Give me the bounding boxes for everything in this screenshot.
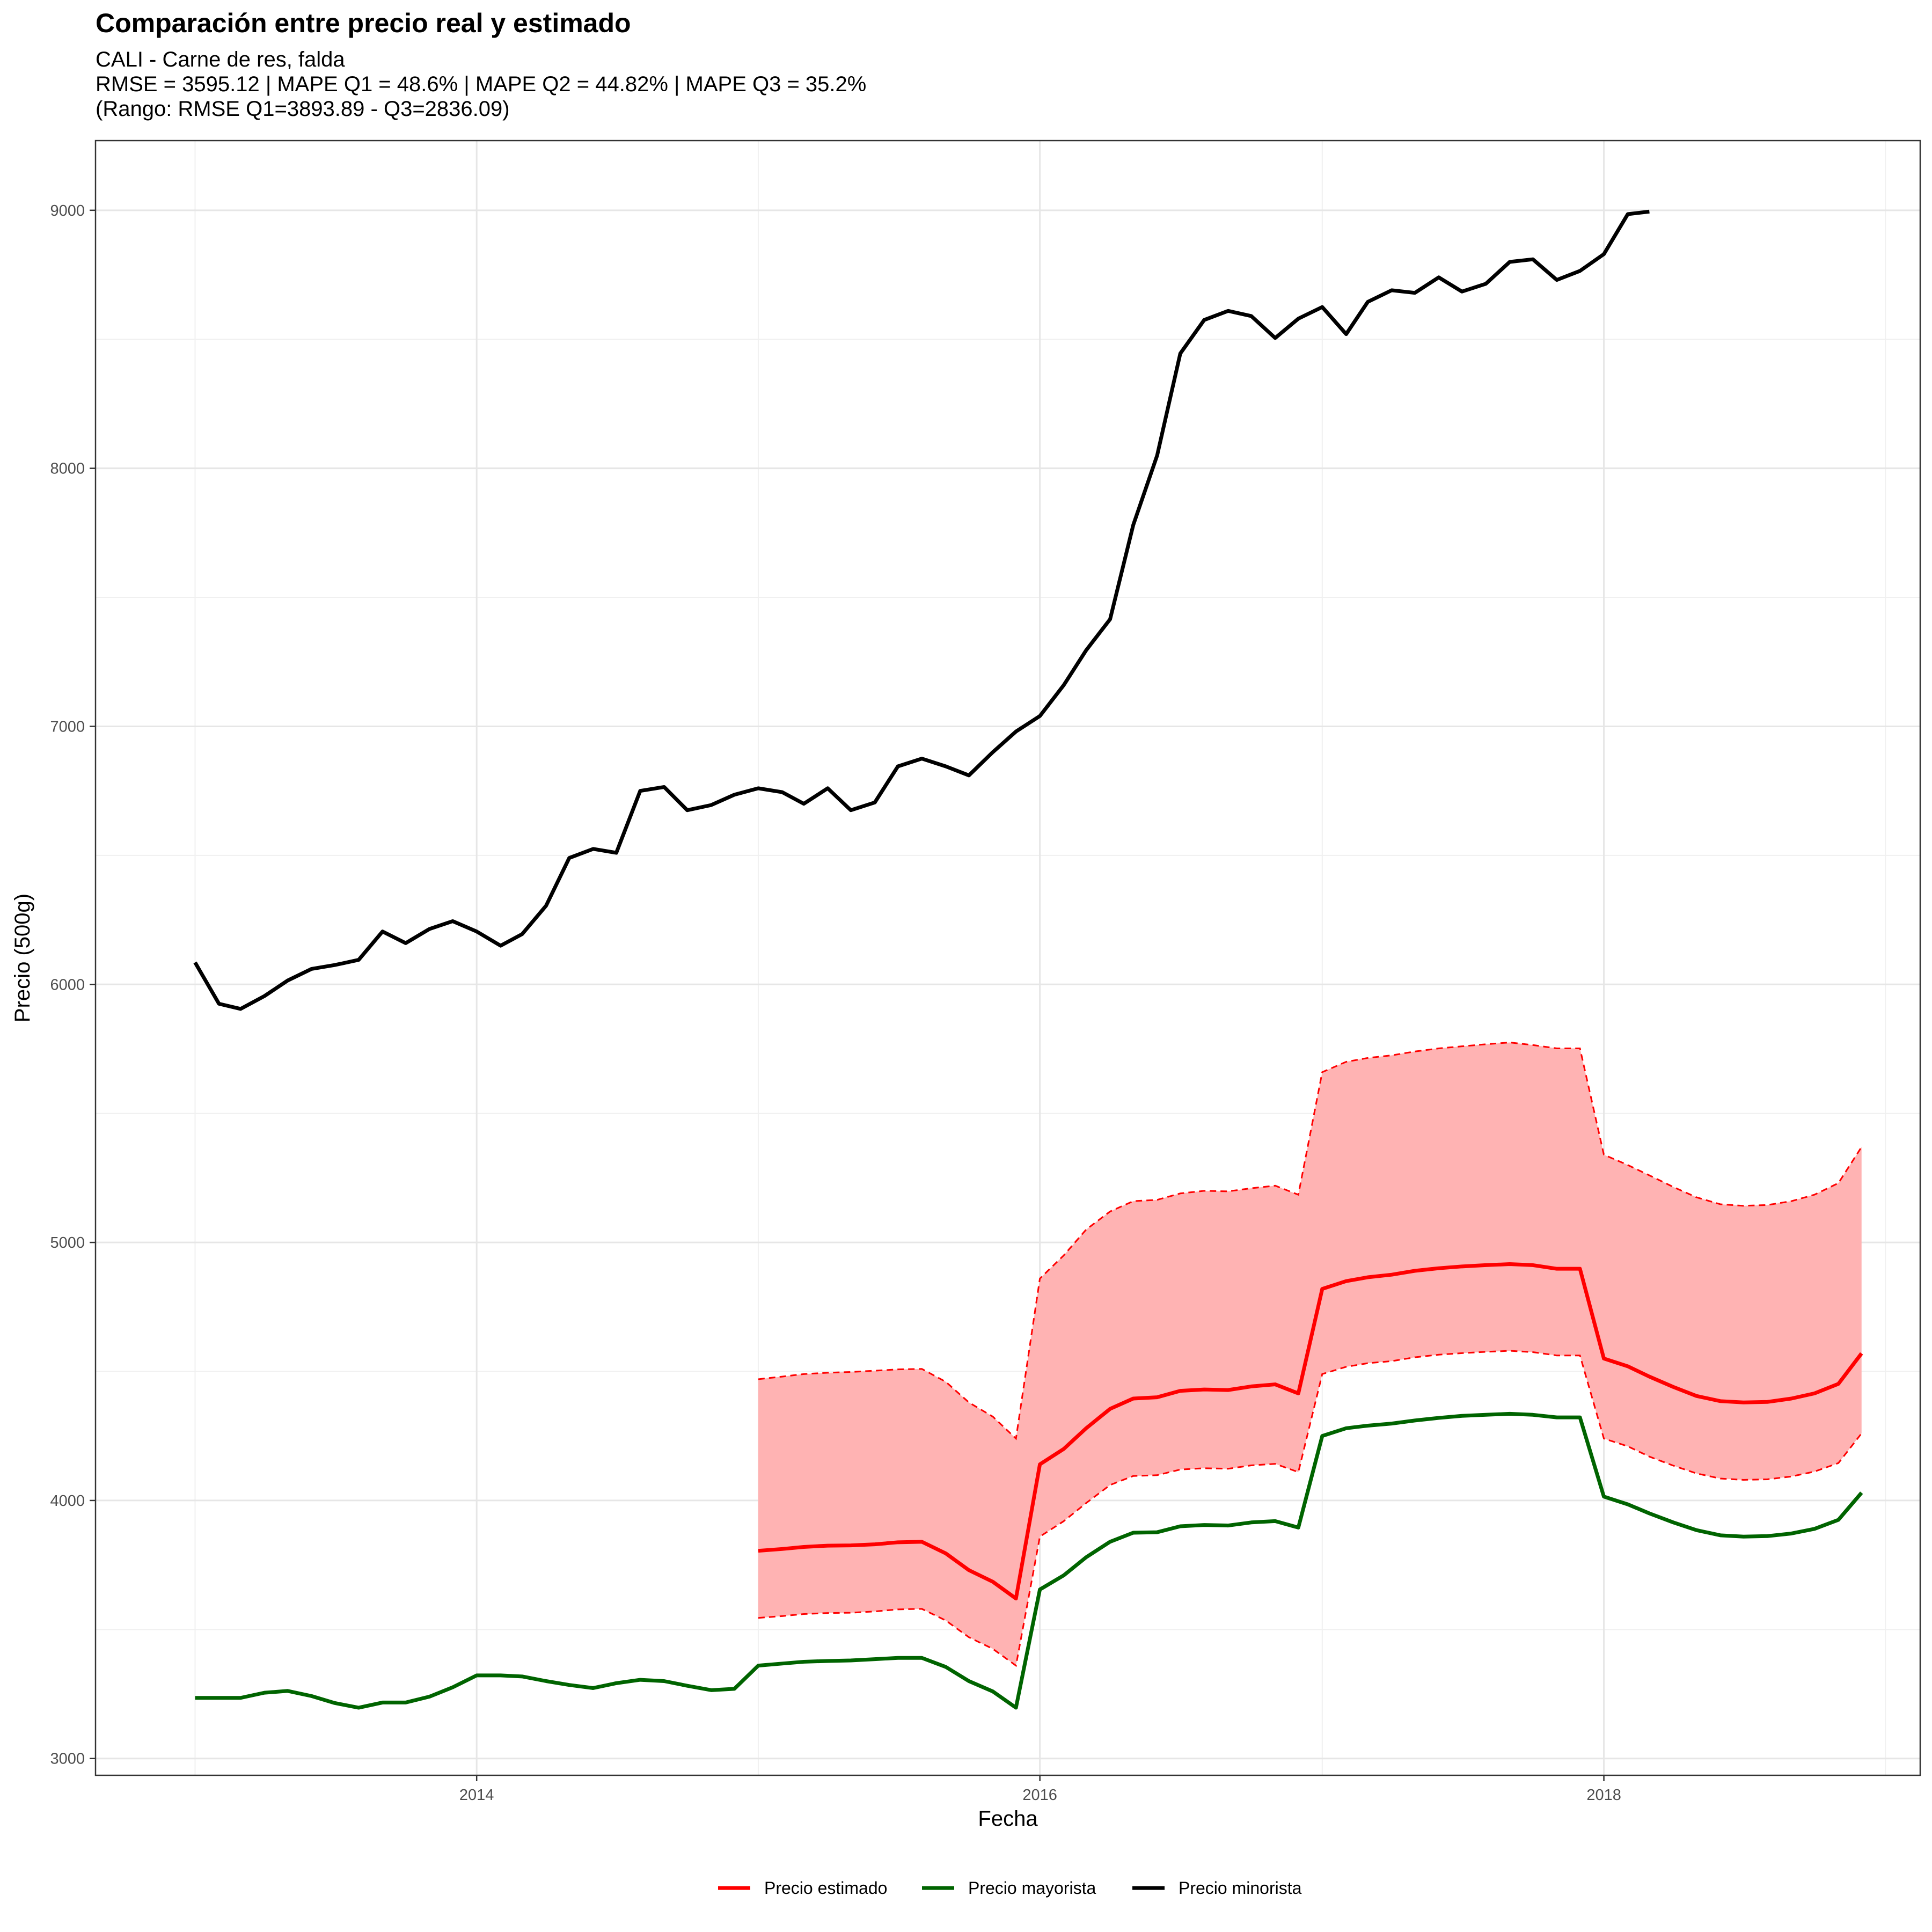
y-tick-label: 3000 — [50, 1751, 85, 1768]
y-tick-label: 5000 — [50, 1234, 85, 1252]
chart-subtitle: CALI - Carne de res, falda RMSE = 3595.1… — [96, 47, 866, 121]
legend-label: Precio mayorista — [968, 1878, 1096, 1898]
series-line-precio-minorista — [193, 209, 1650, 1011]
series-lines — [193, 209, 1863, 1710]
legend-label: Precio estimado — [764, 1878, 887, 1898]
x-axis-ticks: 2014 2016 2018 — [459, 1775, 1621, 1804]
chart-title: Comparación entre precio real y estimado — [96, 8, 631, 38]
legend-item-precio-estimado: Precio estimado — [718, 1878, 887, 1898]
series-line-precio-estimado — [758, 1262, 1863, 1601]
x-tick-label: 2018 — [1586, 1787, 1621, 1804]
y-tick-label: 8000 — [50, 460, 85, 478]
subtitle-line-metrics: RMSE = 3595.12 | MAPE Q1 = 48.6% | MAPE … — [96, 72, 867, 96]
y-axis-ticks: 3000 4000 5000 6000 7000 8000 9000 — [50, 202, 96, 1768]
band-lower-line — [758, 1350, 1862, 1667]
x-axis-title: Fecha — [978, 1807, 1038, 1831]
x-tick-label: 2014 — [459, 1787, 494, 1804]
prediction-band-area — [758, 1042, 1862, 1666]
y-tick-label: 7000 — [50, 718, 85, 735]
y-tick-label: 4000 — [50, 1492, 85, 1510]
legend-item-precio-mayorista: Precio mayorista — [922, 1878, 1096, 1898]
legend-label: Precio minorista — [1179, 1878, 1302, 1898]
prediction-bands — [758, 1041, 1863, 1667]
legend: Precio estimado Precio mayorista Precio mi… — [718, 1878, 1302, 1898]
y-tick-label: 6000 — [50, 976, 85, 993]
subtitle-line-range: (Rango: RMSE Q1=3893.89 - Q3=2836.09) — [96, 97, 510, 121]
series-line-precio-mayorista — [195, 1411, 1863, 1710]
x-tick-label: 2016 — [1022, 1787, 1057, 1804]
y-axis-title: Precio (500g) — [11, 894, 34, 1022]
plot-panel-border — [94, 140, 1921, 1776]
subtitle-line-location: CALI - Carne de res, falda — [96, 48, 345, 71]
band-upper-line — [758, 1041, 1863, 1440]
legend-item-precio-minorista: Precio minorista — [1132, 1878, 1302, 1898]
y-tick-label: 9000 — [50, 202, 85, 219]
